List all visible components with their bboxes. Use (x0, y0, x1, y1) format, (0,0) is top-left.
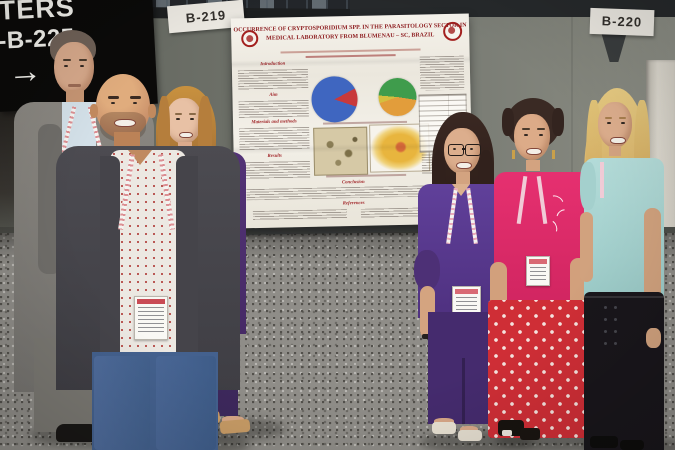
poster-authors-line (280, 48, 421, 54)
jeans-leg (156, 356, 216, 450)
eye (539, 134, 543, 137)
hair-side (502, 108, 514, 136)
badge-header (455, 289, 478, 294)
conference-badge (526, 256, 550, 286)
figure-caption-line (326, 173, 407, 178)
eye (133, 102, 137, 105)
eyebrow (537, 128, 545, 130)
black-trousers (584, 292, 664, 450)
waistband-seam (584, 296, 664, 298)
sandal (432, 422, 456, 434)
eyebrow (108, 96, 119, 99)
person-bald-man-dark-suit (52, 70, 240, 450)
glasses-left-lens (448, 144, 464, 156)
eye (176, 118, 180, 121)
smile (179, 132, 193, 138)
eyebrow (63, 59, 71, 61)
reference-text (252, 209, 348, 221)
neck (609, 146, 621, 156)
eyebrow (79, 59, 87, 61)
neck (66, 90, 84, 104)
ear (90, 104, 98, 118)
ear (148, 104, 156, 118)
badge-text-lines (530, 267, 546, 281)
person-blonde-woman-aqua (574, 82, 675, 450)
badge-header (137, 299, 165, 304)
glasses-right-lens (465, 144, 481, 156)
hair-side (552, 108, 564, 136)
eyebrow (605, 117, 612, 119)
booth-placard-b220: B-220 (589, 7, 655, 37)
pie-chart-blue-red (311, 75, 359, 123)
eyebrow (619, 117, 626, 119)
shoe-toe-cap (502, 430, 512, 436)
eye (453, 148, 456, 151)
arm (580, 212, 593, 282)
eye (524, 134, 528, 137)
eyebrow (130, 96, 141, 99)
neck (114, 132, 140, 148)
eye (607, 122, 611, 125)
sign-text-posters: TERS (0, 0, 76, 26)
eyebrow (522, 128, 530, 130)
shoe (520, 428, 540, 440)
smile (114, 119, 136, 127)
smile (526, 148, 542, 155)
trouser-seam (462, 358, 465, 424)
smile (610, 137, 626, 144)
earring (552, 150, 555, 159)
shoe (590, 436, 618, 448)
neck (526, 160, 540, 171)
glasses-bridge (462, 148, 466, 150)
sandal (458, 430, 482, 441)
smile (456, 162, 472, 169)
eye (190, 118, 194, 121)
eyebrow (175, 113, 182, 115)
polka-dot-skirt (488, 300, 592, 438)
neck (456, 172, 470, 184)
eye (470, 148, 473, 151)
mouth (68, 84, 81, 87)
sleeve (580, 162, 596, 210)
arm (644, 208, 661, 312)
shoe (56, 424, 102, 442)
jeans-leg (94, 356, 150, 450)
eye (64, 65, 68, 68)
hand (646, 328, 661, 348)
eyebrow (189, 113, 196, 115)
shoe (620, 440, 644, 450)
badge-text-lines (138, 307, 164, 335)
badge-header (529, 259, 547, 264)
lanyard (600, 162, 604, 198)
eye (80, 65, 84, 68)
bald-head (96, 74, 150, 138)
wall-seam (571, 14, 573, 228)
ruffle-sleeve (414, 250, 440, 290)
eye (111, 102, 115, 105)
eye (621, 122, 625, 125)
person-woman-pink-polka (486, 88, 596, 450)
button-column (604, 306, 607, 309)
jacket-front-left (100, 156, 120, 388)
button-column (614, 306, 617, 309)
conference-badge (134, 296, 168, 340)
earring (512, 150, 515, 159)
jacket-front-right (176, 156, 198, 388)
